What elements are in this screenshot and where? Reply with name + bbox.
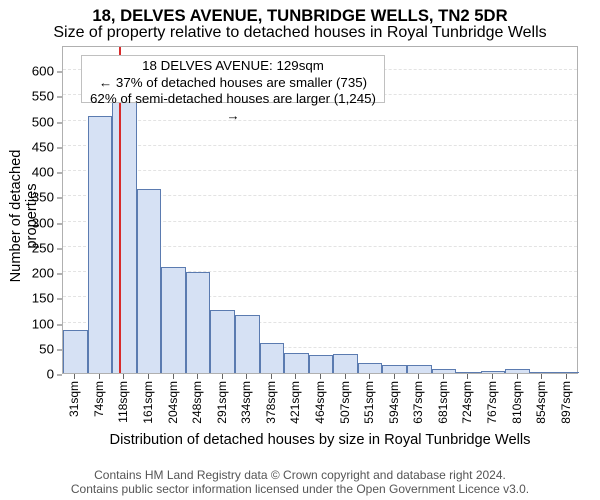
y-tick: 350 xyxy=(32,190,62,205)
x-tick-mark xyxy=(418,374,419,379)
footer: Contains HM Land Registry data © Crown c… xyxy=(0,468,600,496)
histogram-bar xyxy=(382,365,407,373)
x-tick: 507sqm xyxy=(338,381,352,424)
x-tick: 464sqm xyxy=(313,381,327,424)
y-tick: 300 xyxy=(32,215,62,230)
annotation-line: 62% of semi-detached houses are larger (… xyxy=(86,91,380,124)
x-tick-mark xyxy=(246,374,247,379)
histogram-bar xyxy=(260,343,285,373)
y-tick: 50 xyxy=(39,341,62,356)
y-tick: 0 xyxy=(47,367,62,382)
y-tick: 400 xyxy=(32,165,62,180)
x-tick-mark xyxy=(467,374,468,379)
histogram-bar xyxy=(407,365,432,373)
histogram-bar xyxy=(137,189,162,373)
y-axis-ticks: 050100150200250300350400450500550600 xyxy=(0,46,62,374)
y-tick: 450 xyxy=(32,139,62,154)
histogram-bar xyxy=(333,354,358,373)
histogram-bar xyxy=(554,372,579,373)
x-tick-mark xyxy=(443,374,444,379)
y-tick: 600 xyxy=(32,64,62,79)
histogram-bar xyxy=(309,355,334,373)
y-tick: 150 xyxy=(32,291,62,306)
x-tick: 724sqm xyxy=(460,381,474,424)
histogram-bar xyxy=(210,310,235,373)
x-tick: 421sqm xyxy=(288,381,302,424)
x-tick: 810sqm xyxy=(510,381,524,424)
histogram-bar xyxy=(481,371,506,373)
y-tick: 500 xyxy=(32,114,62,129)
x-tick: 551sqm xyxy=(362,381,376,424)
x-tick-mark xyxy=(394,374,395,379)
x-tick-mark xyxy=(197,374,198,379)
x-tick: 854sqm xyxy=(534,381,548,424)
histogram-bar xyxy=(161,267,186,373)
y-tick: 550 xyxy=(32,89,62,104)
footer-line: Contains public sector information licen… xyxy=(0,482,600,496)
plot-area: 18 DELVES AVENUE: 129sqm ← 37% of detach… xyxy=(62,46,578,374)
x-tick-mark xyxy=(74,374,75,379)
histogram-bar xyxy=(284,353,309,373)
grid-line xyxy=(63,170,577,171)
x-tick: 378sqm xyxy=(264,381,278,424)
x-axis-label: Distribution of detached houses by size … xyxy=(62,432,578,448)
x-tick: 334sqm xyxy=(239,381,253,424)
chart-title: 18, DELVES AVENUE, TUNBRIDGE WELLS, TN2 … xyxy=(0,6,600,26)
x-tick-mark xyxy=(173,374,174,379)
annotation-box: 18 DELVES AVENUE: 129sqm ← 37% of detach… xyxy=(81,55,385,103)
x-tick-mark xyxy=(369,374,370,379)
histogram-bar xyxy=(456,372,481,373)
annotation-line: ← 37% of detached houses are smaller (73… xyxy=(86,75,380,92)
histogram-bar xyxy=(63,330,88,373)
histogram-bar xyxy=(112,101,137,373)
x-axis-ticks: 31sqm 74sqm 118sqm 161sqm 204sqm 248sqm 291sqm… xyxy=(62,374,578,430)
y-tick: 200 xyxy=(32,266,62,281)
histogram-bar xyxy=(432,369,457,373)
x-tick: 594sqm xyxy=(387,381,401,424)
histogram-bar xyxy=(88,116,113,373)
histogram-bar xyxy=(530,372,555,373)
y-tick: 100 xyxy=(32,316,62,331)
x-tick-mark xyxy=(99,374,100,379)
x-tick: 637sqm xyxy=(411,381,425,424)
x-tick-mark xyxy=(566,374,567,379)
footer-line: Contains HM Land Registry data © Crown c… xyxy=(0,468,600,482)
y-tick: 250 xyxy=(32,240,62,255)
x-tick-mark xyxy=(222,374,223,379)
x-tick-mark xyxy=(492,374,493,379)
x-tick: 767sqm xyxy=(485,381,499,424)
x-tick: 248sqm xyxy=(190,381,204,424)
annotation-line: 18 DELVES AVENUE: 129sqm xyxy=(86,58,380,75)
x-tick-mark xyxy=(295,374,296,379)
x-tick: 204sqm xyxy=(166,381,180,424)
x-tick-mark xyxy=(320,374,321,379)
x-tick: 897sqm xyxy=(559,381,573,424)
chart-subtitle: Size of property relative to detached ho… xyxy=(0,24,600,42)
histogram-bar xyxy=(505,369,530,373)
grid-line xyxy=(63,145,577,146)
x-tick-mark xyxy=(541,374,542,379)
histogram-bar xyxy=(358,363,383,373)
x-tick: 291sqm xyxy=(215,381,229,424)
x-tick-mark xyxy=(271,374,272,379)
x-tick: 118sqm xyxy=(116,381,130,423)
histogram-bar xyxy=(186,272,211,373)
histogram-bar xyxy=(235,315,260,373)
x-tick-mark xyxy=(517,374,518,379)
x-tick-mark xyxy=(148,374,149,379)
x-tick: 681sqm xyxy=(436,381,450,424)
x-tick: 161sqm xyxy=(141,381,155,424)
x-tick: 74sqm xyxy=(92,381,106,417)
x-tick-mark xyxy=(123,374,124,379)
x-tick-mark xyxy=(345,374,346,379)
x-tick: 31sqm xyxy=(67,381,81,417)
